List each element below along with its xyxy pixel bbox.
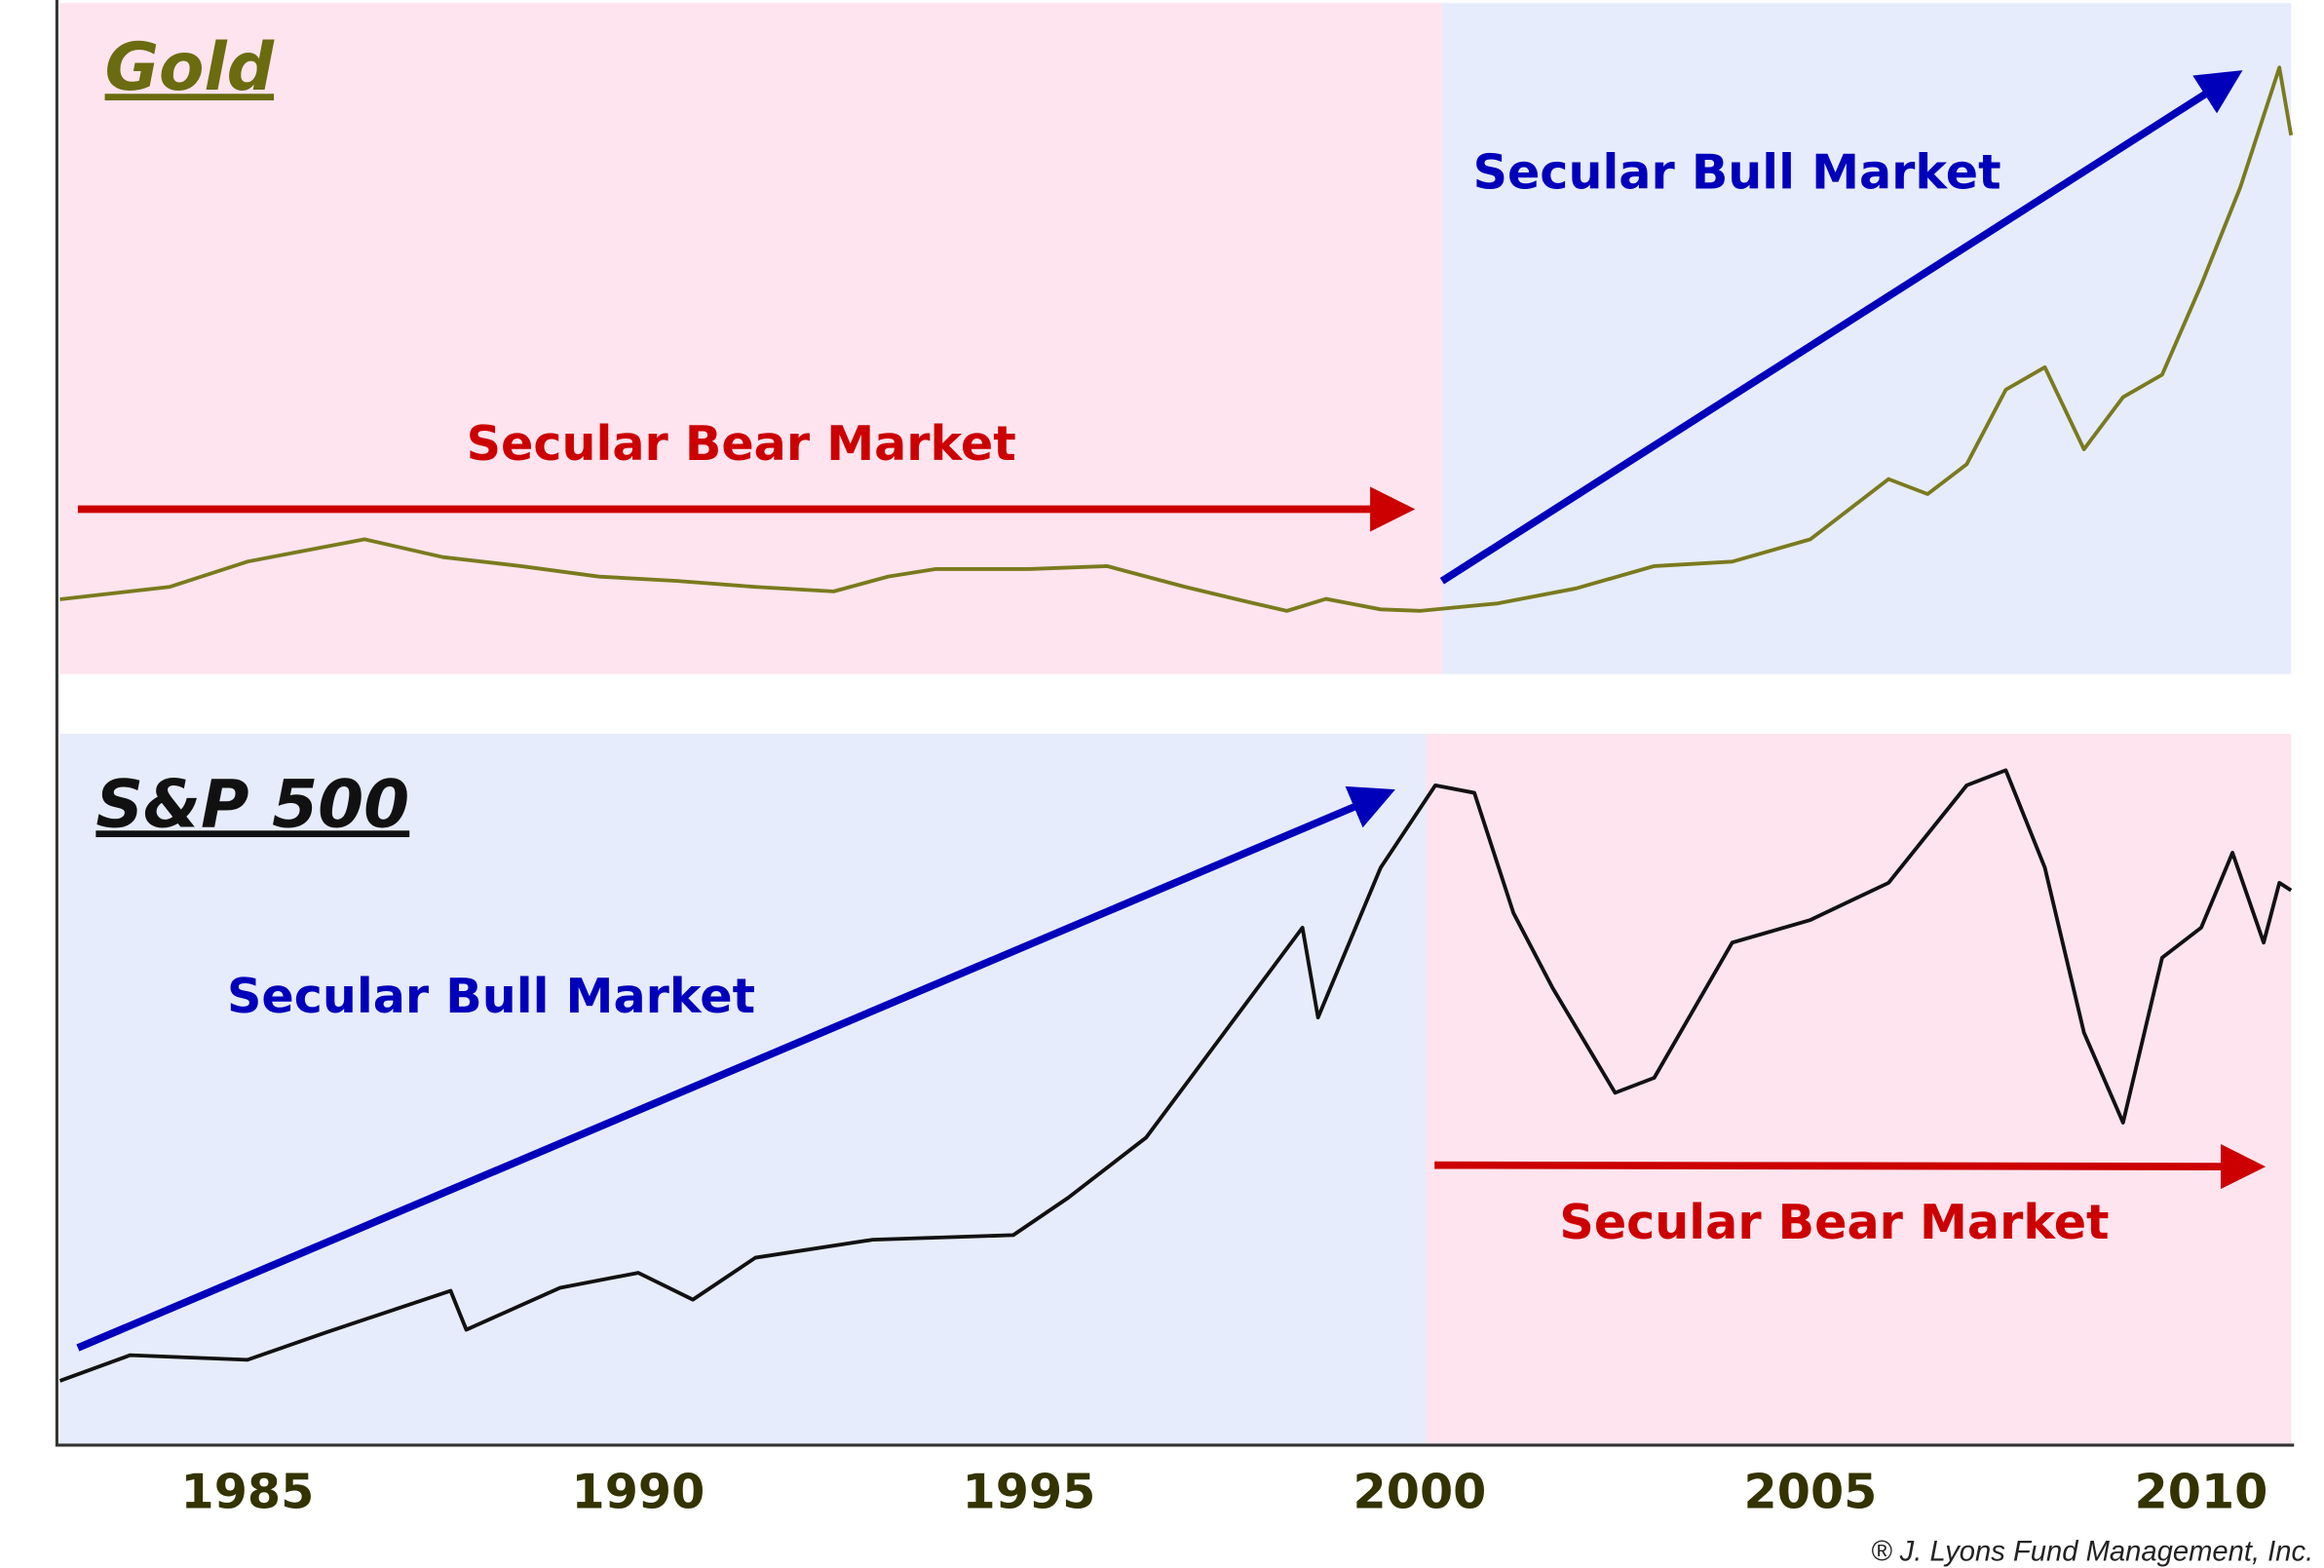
x-tick-label: 2000 (1353, 1464, 1487, 1520)
x-tick-label: 2010 (2135, 1464, 2268, 1520)
x-tick-label: 1990 (572, 1464, 705, 1520)
panel-title: Gold (105, 28, 275, 105)
arrow (1434, 1144, 2267, 1190)
annotation: Secular Bear Market (1559, 1194, 2109, 1250)
annotation: Secular Bull Market (227, 968, 755, 1024)
x-tick-label: 2005 (1744, 1464, 1878, 1520)
bear-region (1425, 734, 2292, 1445)
data-line (59, 65, 2294, 613)
x-tick-label: 1995 (963, 1464, 1096, 1520)
annotation: Secular Bull Market (1473, 144, 2001, 201)
x-tick-label: 1985 (181, 1464, 315, 1520)
arrow (1439, 70, 2243, 585)
bull-region (1441, 3, 2292, 674)
data-line (58, 768, 2293, 1383)
arrow (76, 785, 1395, 1352)
bull-region (59, 734, 1426, 1445)
bear-region (59, 3, 1442, 674)
panel-title: S&P 500 (95, 765, 409, 842)
annotation: Secular Bear Market (467, 415, 1016, 472)
copyright: ® J. Lyons Fund Management, Inc. (1871, 1536, 2313, 1567)
plot: Gold Secular Bear Market Secular Bull Mark… (58, 28, 2294, 1520)
